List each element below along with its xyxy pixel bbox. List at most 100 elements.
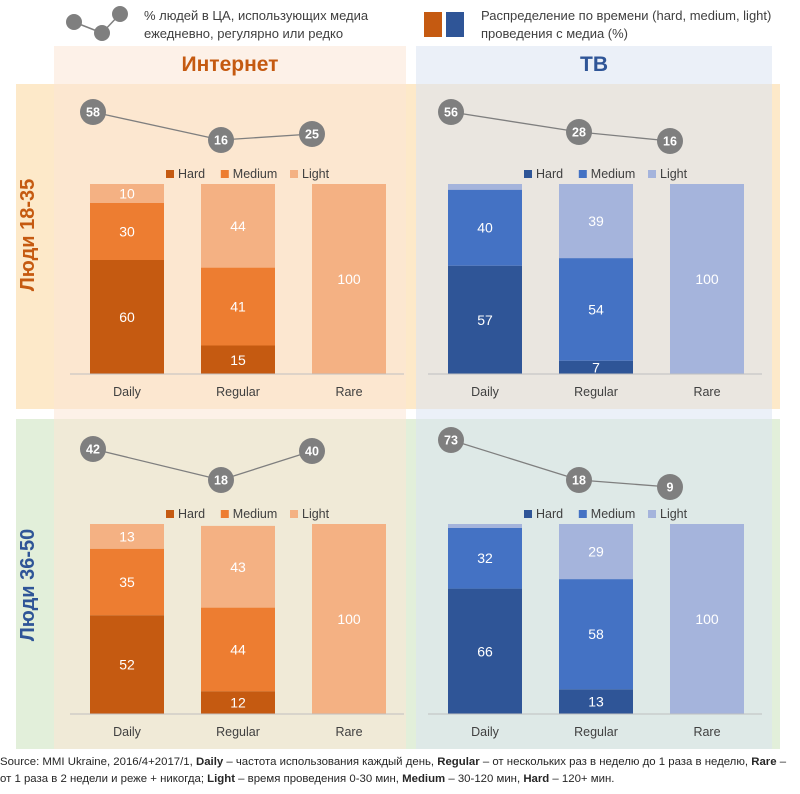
bar-label-rare-light: 100 [337,271,361,287]
reach-value-daily: 58 [86,106,100,120]
legend-label-hard: Hard [178,507,205,521]
x-tick-label-rare: Rare [335,725,362,739]
bar-label-regular-medium: 41 [230,299,246,315]
bar-label-rare-light: 100 [695,271,719,287]
x-tick-label-rare: Rare [335,385,362,399]
reach-bubble-regular [566,467,592,493]
bar-label-regular-hard: 7 [592,359,600,375]
legend-swatch-medium [578,170,587,178]
bar-regular-medium [201,267,275,346]
distribution-swatch-tv [446,12,464,37]
footer-hard-def: – 120+ мин. [549,773,615,785]
legend-label-medium: Medium [591,507,635,521]
bar-rare-light [670,184,744,374]
footer-light-term: Light [207,773,235,785]
footer-note: Source: MMI Ukraine, 2016/4+2017/1, Dail… [0,754,795,788]
bar-daily-medium [90,548,164,616]
legend-label-hard: Hard [178,167,205,181]
bar-regular-hard [559,360,633,374]
reach-line-segment [450,111,580,133]
reach-value-regular: 16 [214,134,228,148]
legend-swatch-hard [166,510,174,518]
reach-bubble-regular [208,127,234,153]
bar-regular-medium [201,607,275,692]
bar-label-regular-light: 29 [588,544,604,560]
reach-bubble-rare [657,128,683,154]
legend-swatch-medium [220,170,229,178]
distribution-legend-text: Распределение по времени (hard, medium, … [481,8,772,41]
bar-label-regular-light: 39 [588,213,604,229]
bar-label-regular-hard: 12 [230,695,246,711]
bar-daily-medium [448,189,522,266]
reach-bubble-daily [438,99,464,125]
legend-swatch-hard [166,170,174,178]
bar-regular-hard [559,689,633,714]
reach-bubble-daily [80,99,106,125]
bar-daily-medium [90,203,164,260]
bar-label-daily-medium: 32 [477,550,493,566]
footer-daily-term: Daily [195,756,224,768]
bar-label-rare-light: 100 [695,611,719,627]
reach-line-segment [220,133,313,141]
chart-panel-3: 52 35 13 Daily 12 44 43 Regular 100 Rare Hard Mediu… [70,436,404,739]
bar-label-regular-medium: 44 [230,641,246,657]
bar-rare-light [312,524,386,714]
reach-line-segment [578,131,671,142]
bar-regular-medium [559,258,633,361]
reach-value-daily: 73 [444,434,458,448]
reach-value-rare: 9 [667,481,674,495]
footer-medium-def: – 30-120 мин, [445,773,524,785]
x-tick-label-daily: Daily [113,725,142,739]
legend-label-light: Light [302,167,330,181]
legend-swatch-hard [524,170,532,178]
legend-swatch-hard [524,510,532,518]
reach-bubble-regular [566,119,592,145]
bar-rare-light [670,524,744,714]
chart-panel-4: 66 32 Daily 13 58 29 Regular 100 Rare Hard Medium L… [428,427,762,739]
x-tick-label-regular: Regular [574,725,618,739]
x-tick-label-regular: Regular [216,725,260,739]
x-tick-label-regular: Regular [574,385,618,399]
bar-label-regular-light: 43 [230,559,246,575]
reach-legend: % людей в ЦА, использующих медиа ежеднев… [60,0,380,48]
bar-label-regular-medium: 58 [588,626,604,642]
bar-label-daily-medium: 30 [119,224,135,240]
column-title-tv: ТВ [580,53,608,76]
legend-label-medium: Medium [233,167,277,181]
chart-panel-1: 60 30 10 Daily 15 41 44 Regular 100 Rare Hard Mediu… [70,99,404,399]
bar-label-regular-light: 44 [230,218,246,234]
reach-bubble-daily [438,427,464,453]
reach-value-daily: 56 [444,106,458,120]
legend-label-hard: Hard [536,167,563,181]
x-tick-label-daily: Daily [471,725,500,739]
reach-line-segment [92,448,222,481]
legend-label-light: Light [660,507,688,521]
reach-bubble-regular [208,467,234,493]
charts-canvas: 60 30 10 Daily 15 41 44 Regular 100 Rare Hard Mediu… [70,99,762,739]
reach-legend-icon [66,6,128,41]
bar-regular-light [201,184,275,268]
bar-daily-hard [448,588,522,714]
x-tick-label-daily: Daily [471,385,500,399]
legend-label-light: Light [660,167,688,181]
reach-bubble-rare [299,438,325,464]
footer-source: Source: MMI Ukraine, 2016/4+2017/1, [0,756,196,768]
bar-regular-light [201,525,275,608]
footer-medium-term: Medium [402,773,446,785]
legend-label-hard: Hard [536,507,563,521]
legend-swatch-light [290,510,298,518]
bar-daily-hard [448,265,522,374]
bar-rare-light [312,184,386,374]
bar-label-regular-medium: 54 [588,301,604,317]
x-tick-label-rare: Rare [693,385,720,399]
bar-daily-light [90,184,164,203]
legend-label-light: Light [302,507,330,521]
footer-rare-term: Rare [751,756,777,768]
bar-regular-light [559,524,633,580]
bar-regular-medium [559,579,633,690]
reach-line-segment [220,450,313,481]
reach-bubble-rare [657,474,683,500]
x-tick-label-rare: Rare [693,725,720,739]
bar-label-daily-hard: 60 [119,309,135,325]
reach-value-rare: 25 [305,128,319,142]
